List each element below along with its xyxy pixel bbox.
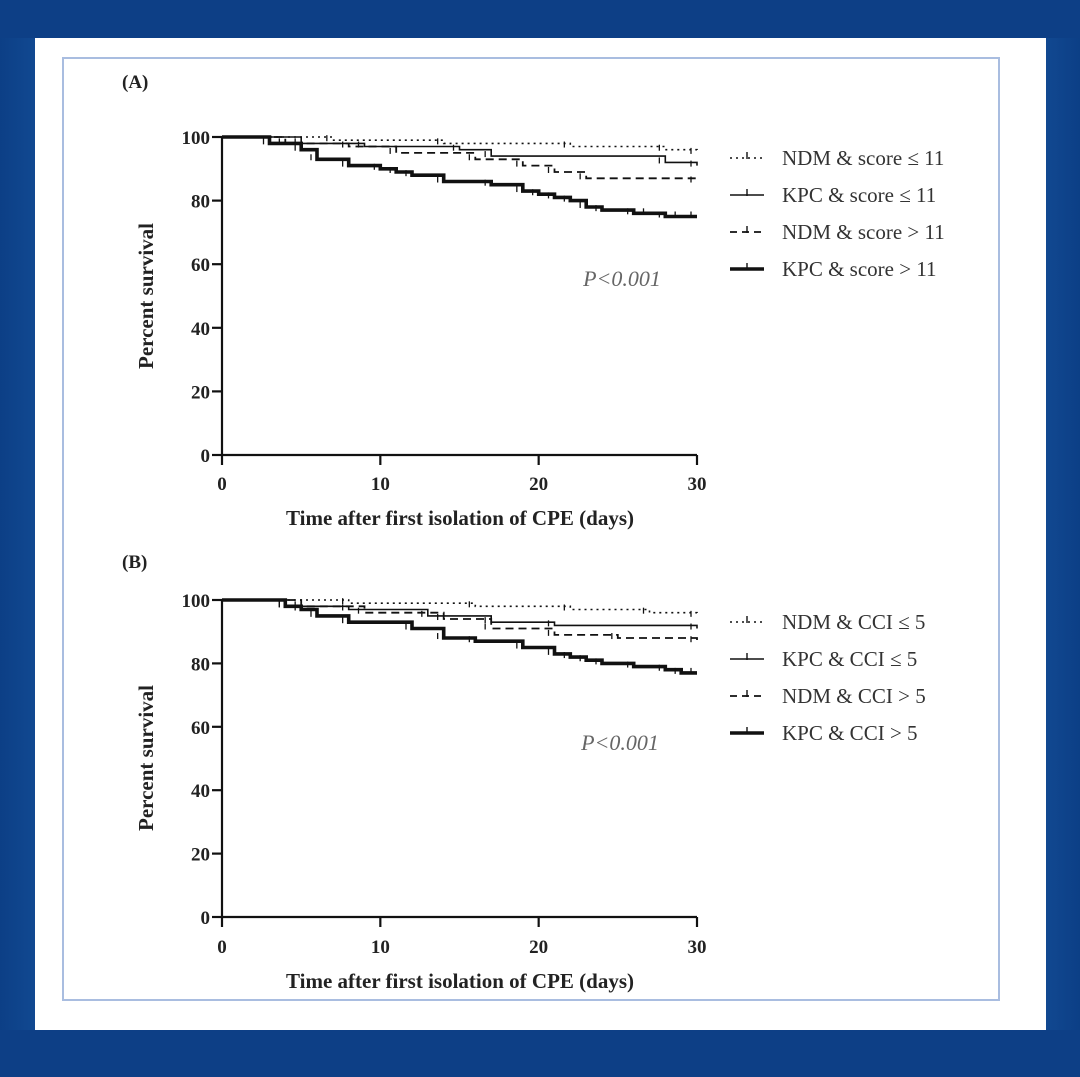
panel-a-y-tick-label: 80 bbox=[191, 192, 210, 213]
panel-b-p-value: P<0.001 bbox=[580, 730, 659, 755]
panel-a-y-tick-label: 100 bbox=[182, 128, 211, 149]
panel-b: (B) Percent survival Time after first is… bbox=[122, 552, 926, 993]
panel-b-series-line-3 bbox=[222, 599, 698, 642]
panel-a-y-axis-title: Percent survival bbox=[134, 223, 158, 369]
panel-b-y-tick-label: 20 bbox=[191, 845, 210, 866]
panel-b-x-axis-title: Time after first isolation of CPE (days) bbox=[286, 969, 634, 993]
panel-a-p-value: P<0.001 bbox=[582, 266, 661, 291]
panel-b-y-tick-label: 100 bbox=[182, 591, 211, 612]
panel-b-y-tick-label: 60 bbox=[191, 718, 210, 739]
panel-b-x-tick-label: 20 bbox=[529, 937, 548, 958]
panel-a-legend-label-1: NDM & score ≤ 11 bbox=[782, 146, 944, 170]
panel-a-x-tick-label: 10 bbox=[371, 474, 390, 495]
panel-b-y-tick-label: 0 bbox=[201, 908, 211, 929]
panel-b-y-tick-label: 80 bbox=[191, 654, 210, 675]
panel-b-legend-label-2: KPC & CCI ≤ 5 bbox=[782, 647, 917, 671]
panel-a-series-line-4 bbox=[222, 135, 697, 219]
panel-a-y-tick-label: 0 bbox=[201, 446, 211, 467]
panel-b-series-line-1 bbox=[222, 599, 698, 616]
panel-a-x-tick-label: 30 bbox=[688, 474, 707, 495]
panel-b-x-tick-label: 30 bbox=[688, 937, 707, 958]
panel-b-series-line-2 bbox=[222, 599, 698, 629]
panel-a-legend-label-2: KPC & score ≤ 11 bbox=[782, 183, 936, 207]
panel-a-y-tick-label: 60 bbox=[191, 255, 210, 276]
panel-b-legend-label-4: KPC & CCI > 5 bbox=[782, 721, 918, 745]
panel-a-y-tick-label: 40 bbox=[191, 319, 210, 340]
panel-a-label: (A) bbox=[122, 72, 148, 93]
panel-a-series-line-3 bbox=[222, 136, 698, 182]
panel-b-label: (B) bbox=[122, 552, 147, 573]
slide-bottom-band bbox=[0, 1030, 1080, 1077]
panel-b-y-tick-label: 40 bbox=[191, 781, 210, 802]
panel-b-legend-label-3: NDM & CCI > 5 bbox=[782, 684, 926, 708]
panel-a-y-tick-label: 20 bbox=[191, 382, 210, 403]
panel-b-x-tick-label: 10 bbox=[371, 937, 390, 958]
panel-a-legend-label-3: NDM & score > 11 bbox=[782, 220, 945, 244]
panel-a-x-tick-label: 20 bbox=[529, 474, 548, 495]
figure-card bbox=[35, 38, 1046, 1030]
panel-b-y-axis-title: Percent survival bbox=[134, 685, 158, 831]
panel-a-x-tick-label: 0 bbox=[217, 474, 227, 495]
panel-a-series-line-1 bbox=[222, 136, 698, 153]
panel-b-series-line-4 bbox=[222, 598, 697, 675]
figure-frame bbox=[62, 57, 1000, 1001]
panel-a: (A) Percent survival Time after first is… bbox=[122, 72, 945, 530]
panel-a-legend-label-4: KPC & score > 11 bbox=[782, 257, 937, 281]
panel-a-x-axis-title: Time after first isolation of CPE (days) bbox=[286, 506, 634, 530]
panel-b-x-tick-label: 0 bbox=[217, 937, 227, 958]
panel-a-series-line-2 bbox=[222, 136, 698, 166]
panel-b-legend-label-1: NDM & CCI ≤ 5 bbox=[782, 610, 925, 634]
slide-top-band bbox=[0, 0, 1080, 38]
